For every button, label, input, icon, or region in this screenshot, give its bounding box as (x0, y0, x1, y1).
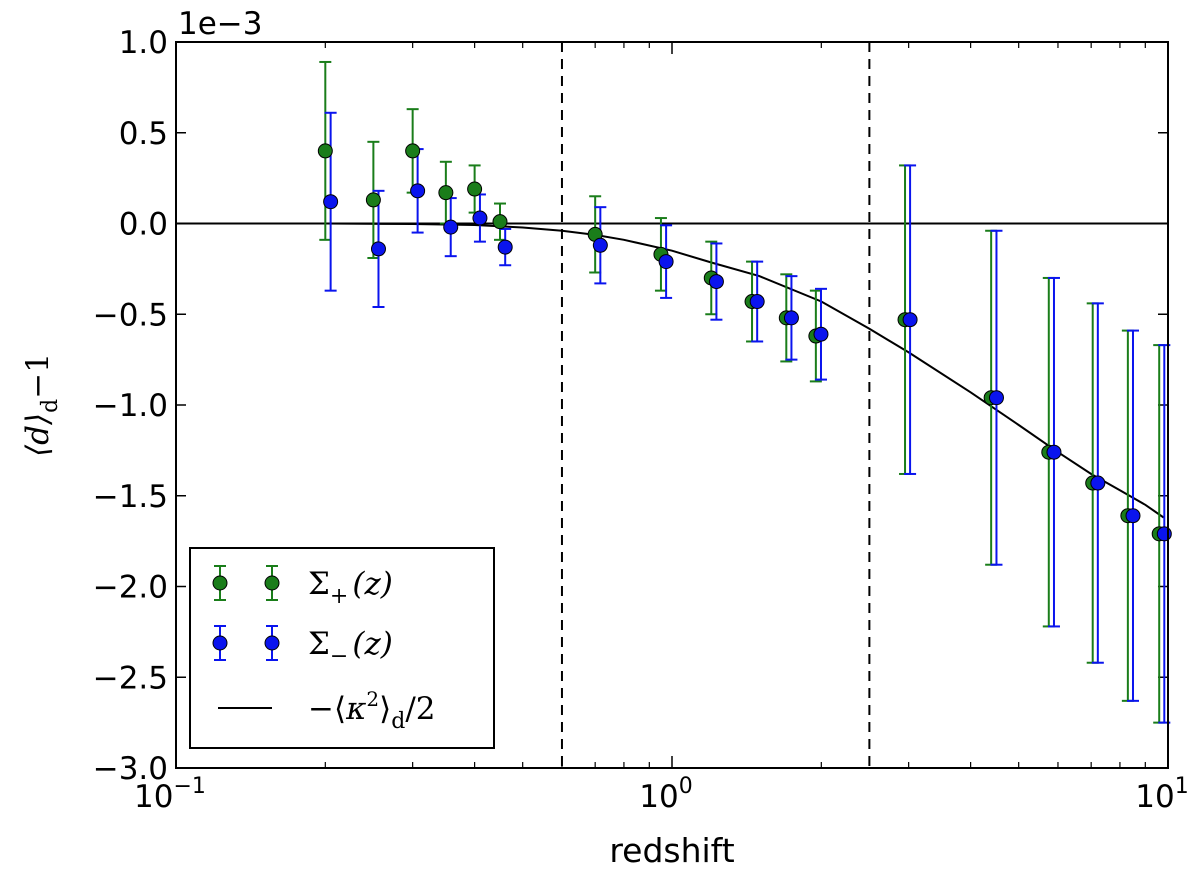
legend-sub: − (330, 644, 348, 669)
data-point (370, 241, 386, 257)
data-point (813, 326, 829, 342)
legend-marker (264, 575, 280, 591)
y-tick-label: 0.0 (119, 207, 168, 243)
y-label-base: ⟨d⟩ (20, 413, 56, 457)
y-label-sub: d (38, 399, 63, 413)
y-tick-label: −2.5 (93, 660, 168, 696)
legend-sigma: Σ (308, 626, 330, 662)
data-point (902, 312, 918, 328)
x-tick-label: 100 (639, 774, 692, 815)
x-tick-exponent: 0 (679, 774, 693, 799)
data-point (783, 310, 799, 326)
legend-curve-pre: −⟨ (308, 691, 346, 727)
y-tick-label: −0.5 (93, 297, 168, 333)
legend-box (189, 547, 495, 749)
data-point (410, 183, 426, 199)
x-tick-base: 10 (639, 779, 678, 815)
data-point (492, 214, 508, 230)
data-point (405, 143, 421, 159)
data-point (708, 274, 724, 290)
y-tick-label: −1.5 (93, 479, 168, 515)
legend-curve-close: ⟩ (379, 691, 391, 727)
x-tick-exponent: 1 (1175, 774, 1189, 799)
data-point (323, 194, 339, 210)
legend-curve-post: /2 (405, 691, 435, 727)
legend: Σ+ (z)Σ− (z)−⟨κ2⟩d/2 (189, 547, 495, 749)
legend-sigma: Σ (308, 566, 330, 602)
data-point (1125, 508, 1141, 524)
y-tick-label: 1.0 (119, 25, 168, 61)
y-tick-label: −3.0 (93, 751, 168, 787)
data-point (443, 219, 459, 235)
data-point (592, 237, 608, 253)
plot-area (175, 41, 1172, 769)
model-curve (325, 222, 1165, 519)
legend-arg: (z) (352, 566, 393, 602)
legend-curve-sq: 2 (366, 687, 379, 711)
x-tick-label: 101 (1135, 774, 1188, 815)
y-multiplier-label: 1e−3 (178, 6, 263, 42)
y-tick-label: −2.0 (93, 570, 168, 606)
legend-curve-kappa: κ (345, 691, 366, 727)
legend-label-sigma-plus: Σ+ (z) (308, 566, 393, 609)
x-tick-label: 10−1 (134, 774, 206, 815)
data-point (658, 254, 674, 270)
axis-labels: 1.00.50.0−0.5−1.0−1.5−2.0−2.5−3.010−1 100… (20, 6, 1189, 870)
data-point (472, 210, 488, 226)
y-tick-label: 0.5 (119, 116, 168, 152)
markers-sigma-minus (323, 183, 1172, 542)
x-tick-base: 10 (1135, 779, 1174, 815)
legend-arg: (z) (352, 626, 393, 662)
legend-sub: + (330, 584, 348, 609)
plot-frame (175, 41, 1169, 769)
y-tick-label: −1.0 (93, 388, 168, 424)
data-point (365, 192, 381, 208)
legend-label-curve: −⟨κ2⟩d/2 (308, 687, 436, 734)
legend-marker (212, 575, 228, 591)
data-point (497, 239, 513, 255)
y-axis-label-text: ⟨d⟩d−1 (20, 353, 63, 457)
y-axis-label: ⟨d⟩d−1 (20, 353, 63, 457)
data-point (1046, 444, 1062, 460)
x-axis-label: redshift (609, 831, 734, 870)
data-point (467, 181, 483, 197)
y-label-tail: −1 (20, 353, 56, 399)
data-point (1156, 526, 1172, 542)
legend-marker (264, 635, 280, 651)
data-point (749, 294, 765, 310)
legend-label-sigma-minus: Σ− (z) (308, 626, 393, 669)
x-tick-exponent: −1 (174, 774, 206, 799)
legend-marker (212, 635, 228, 651)
x-tick-base: 10 (134, 779, 173, 815)
data-point (988, 390, 1004, 406)
data-point (438, 185, 454, 201)
data-point (1090, 475, 1106, 491)
legend-curve-sub: d (391, 709, 405, 734)
data-point (317, 143, 333, 159)
